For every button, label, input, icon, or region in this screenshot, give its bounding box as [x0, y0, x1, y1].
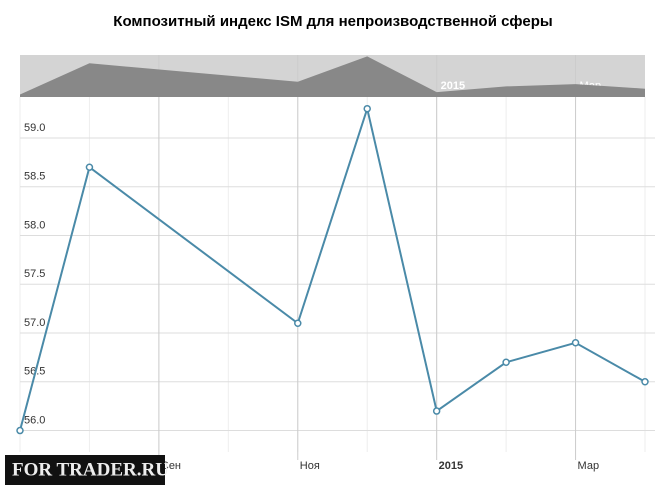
point	[571, 339, 580, 347]
chart-title: Композитный индекс ISM для непроизводств…	[113, 13, 552, 30]
watermark-bg	[5, 455, 165, 485]
y-tick-label: 57.0	[24, 317, 45, 329]
point	[363, 104, 371, 113]
point	[502, 358, 510, 367]
point	[16, 426, 24, 435]
point	[294, 319, 302, 328]
navigator-tick-label: 2015	[441, 80, 465, 92]
y-tick-label: 58.5	[24, 171, 45, 183]
y-tick-label: 58.0	[24, 219, 45, 231]
x-tick-label: 2015	[439, 460, 463, 472]
navigator-area	[20, 56, 645, 97]
point	[85, 163, 94, 171]
y-tick-label: 57.5	[24, 268, 45, 280]
y-tick-label: 56.0	[24, 414, 45, 426]
x-tick-label: Ноя	[300, 460, 320, 472]
x-tick-label: Мар	[578, 460, 600, 472]
line	[19, 104, 646, 431]
point	[432, 407, 441, 415]
watermark: FOR TRADER.RU	[12, 459, 169, 480]
y-tick-label: 59.0	[24, 122, 45, 134]
x-tick-label: Сен	[161, 460, 181, 472]
point	[641, 378, 649, 386]
